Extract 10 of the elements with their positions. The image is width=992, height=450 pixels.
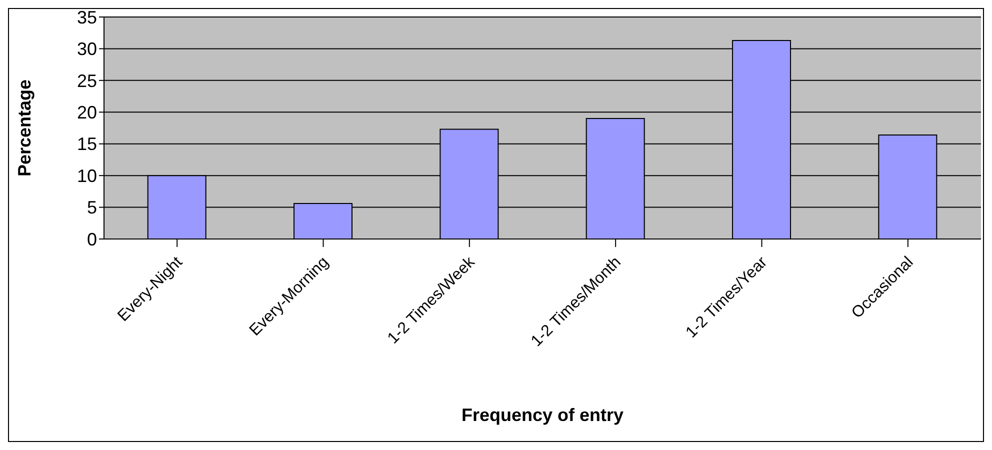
y-tick-label: 0 xyxy=(86,229,97,250)
y-axis-title: Percentage xyxy=(14,79,34,177)
y-tick-label: 15 xyxy=(76,134,97,154)
y-tick-label: 5 xyxy=(86,198,97,218)
y-tick-label: 10 xyxy=(76,166,97,186)
y-tick-label: 35 xyxy=(76,7,97,28)
y-tick-label: 25 xyxy=(76,70,97,91)
y-tick-label: 30 xyxy=(76,39,97,60)
x-axis-title: Frequency of entry xyxy=(461,405,624,425)
y-tick-label: 20 xyxy=(76,102,97,123)
